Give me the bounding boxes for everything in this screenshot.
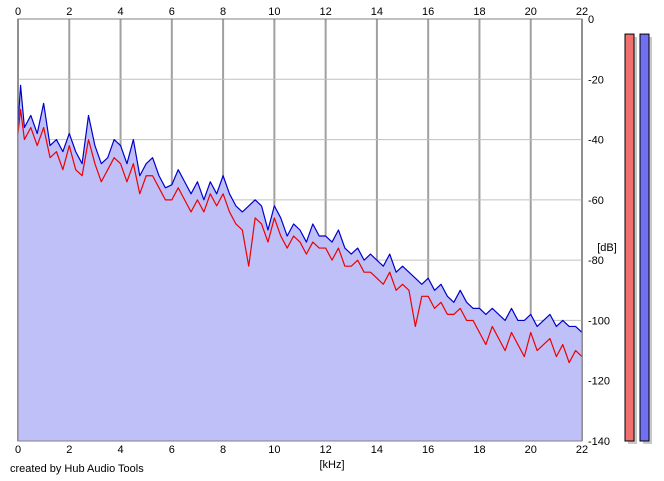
- x-tick-label-top: 16: [422, 6, 434, 18]
- y-tick-label: -100: [588, 315, 610, 327]
- plot-border: [17, 18, 583, 442]
- x-tick-label-bottom: 20: [525, 444, 537, 456]
- x-tick-label-bottom: 22: [576, 444, 588, 456]
- y-tick-label: 0: [588, 14, 594, 26]
- y-tick-label: -20: [588, 74, 604, 86]
- y-axis-label: [dB]: [597, 242, 617, 254]
- x-tick-label-top: 22: [576, 6, 588, 18]
- x-tick-label-bottom: 4: [117, 444, 123, 456]
- y-tick-label: -140: [588, 436, 610, 448]
- x-tick-label-top: 20: [525, 6, 537, 18]
- series-line-red: [17, 108, 583, 364]
- x-tick-label-top: 12: [320, 6, 332, 18]
- x-tick-label-top: 2: [66, 6, 72, 18]
- credit-text: created by Hub Audio Tools: [10, 463, 144, 475]
- x-tick-label-bottom: 14: [371, 444, 383, 456]
- x-tick-label-bottom: 18: [473, 444, 485, 456]
- x-tick-label-top: 10: [268, 6, 280, 18]
- series-line-blue: [17, 84, 583, 333]
- plot-frame: [17, 18, 583, 442]
- x-tick-label-top: 6: [169, 6, 175, 18]
- series-lines: [17, 84, 583, 364]
- spectrum-fill: [18, 85, 582, 442]
- y-tick-label: -120: [588, 376, 610, 388]
- x-tick-label-bottom: 8: [220, 444, 226, 456]
- x-tick-label-bottom: 16: [422, 444, 434, 456]
- y-tick-label: -40: [588, 135, 604, 147]
- x-tick-label-top: 14: [371, 6, 383, 18]
- x-axis-label: [kHz]: [319, 459, 344, 471]
- x-tick-label-bottom: 12: [320, 444, 332, 456]
- y-tick-label: -80: [588, 255, 604, 267]
- meter-bar-right: [639, 33, 650, 442]
- x-tick-label-bottom: 2: [66, 444, 72, 456]
- y-tick-label: -60: [588, 195, 604, 207]
- x-tick-label-top: 18: [473, 6, 485, 18]
- spectrum-area: [18, 85, 582, 442]
- x-tick-label-top: 4: [117, 6, 123, 18]
- x-tick-label-top: 8: [220, 6, 226, 18]
- y-tick-labels: 0 -20 -40 -60 -80 -100 -120 -140: [588, 14, 610, 448]
- meter-bar-left: [624, 33, 635, 442]
- x-tick-label-bottom: 6: [169, 444, 175, 456]
- x-tick-label-bottom: 10: [268, 444, 280, 456]
- level-meters: [624, 33, 652, 444]
- x-tick-label-bottom: 0: [15, 444, 21, 456]
- x-tick-label-top: 0: [15, 6, 21, 18]
